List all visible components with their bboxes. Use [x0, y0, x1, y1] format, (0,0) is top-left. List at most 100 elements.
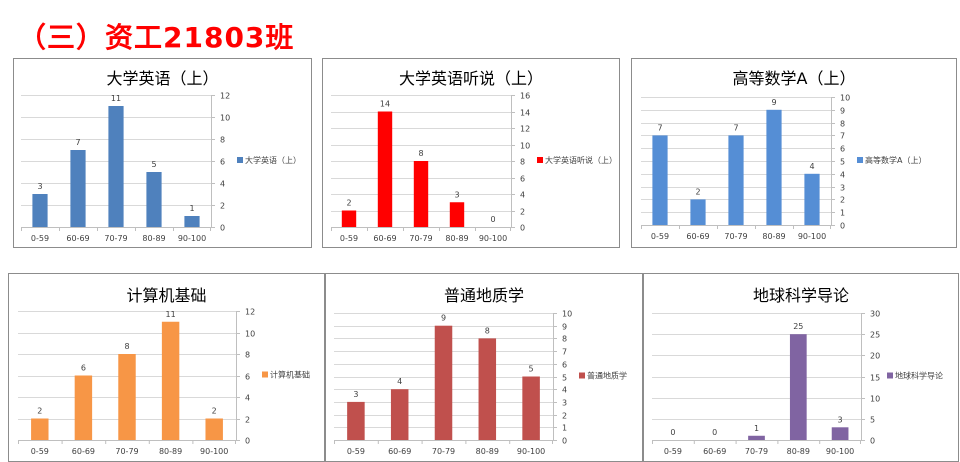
data-label: 7 [75, 138, 80, 147]
data-label: 11 [166, 310, 176, 319]
y-tick-label: 1 [840, 209, 845, 218]
bar [449, 202, 465, 227]
x-tick-label: 90-100 [798, 232, 826, 241]
chart-panel: 高等数学A（上） 0 1 2 3 4 5 6 7 8 9 10 7 0-59 2 60-69 7 70-79 9 80… [631, 58, 957, 248]
x-tick-label: 80-89 [142, 234, 165, 243]
data-label: 6 [81, 364, 86, 373]
y-tick-label: 1 [562, 424, 567, 433]
y-tick-label: 0 [562, 437, 567, 446]
legend-label: 高等数学A（上） [865, 155, 926, 165]
y-tick-label: 2 [220, 202, 225, 211]
bar [748, 435, 765, 440]
chart-panel: 大学英语听说（上） 0 2 4 6 8 10 12 14 16 2 0-59 14 60-69 8 70-79… [322, 58, 620, 248]
y-tick-label: 5 [840, 158, 845, 167]
y-tick-label: 6 [520, 175, 525, 184]
data-label: 14 [380, 100, 390, 109]
data-label: 11 [111, 94, 121, 103]
y-tick-label: 15 [870, 374, 880, 383]
bar [31, 418, 49, 440]
bar [522, 376, 540, 440]
legend-label: 大学英语（上） [245, 155, 301, 165]
data-label: 9 [441, 314, 446, 323]
y-tick-label: 12 [220, 92, 230, 101]
legend-label: 计算机基础 [270, 370, 310, 380]
x-tick-label: 60-69 [703, 447, 726, 456]
y-tick-label: 0 [840, 222, 845, 231]
data-label: 4 [809, 162, 814, 171]
x-tick-label: 90-100 [517, 447, 545, 456]
bar [377, 111, 393, 227]
data-label: 8 [124, 342, 129, 351]
y-tick-label: 7 [840, 132, 845, 141]
data-label: 2 [37, 407, 42, 416]
y-tick-label: 10 [220, 114, 230, 123]
data-label: 8 [485, 326, 490, 335]
y-tick-label: 4 [220, 180, 225, 189]
y-tick-label: 6 [562, 361, 567, 370]
y-tick-label: 0 [870, 437, 875, 446]
y-tick-label: 10 [562, 310, 572, 319]
chart-panel: 地球科学导论 0 5 10 15 20 25 30 0 0-59 0 60-69 1 70-79 25 80-… [643, 273, 959, 462]
y-tick-label: 9 [562, 323, 567, 332]
chart-svg: 0 2 4 6 8 10 12 14 16 2 0-59 14 60-69 8 70-79 3 80-89 0 90… [331, 92, 617, 243]
legend-label: 地球科学导论 [895, 371, 943, 381]
bar [766, 109, 782, 225]
data-label: 2 [212, 407, 217, 416]
y-tick-label: 5 [870, 416, 875, 425]
y-tick-label: 6 [840, 145, 845, 154]
x-tick-label: 80-89 [159, 447, 182, 456]
chart-title: 大学英语听说（上） [398, 69, 543, 88]
chart-panel: 计算机基础 0 2 4 6 8 10 12 2 0-59 6 60-69 8 70-79 11 80-89 2 9… [8, 273, 325, 462]
legend-swatch [857, 157, 863, 163]
x-tick-label: 70-79 [432, 447, 455, 456]
y-tick-label: 4 [562, 386, 567, 395]
chart-svg: 0 2 4 6 8 10 12 3 0-59 7 60-69 11 70-79 5 80-89 1 90-100… [21, 92, 301, 243]
bar [390, 389, 409, 440]
x-tick-label: 60-69 [388, 447, 411, 456]
bar [161, 321, 180, 440]
bar [32, 194, 48, 227]
data-label: 2 [695, 187, 700, 196]
legend-swatch [537, 157, 543, 163]
data-label: 3 [454, 190, 459, 199]
y-tick-label: 12 [245, 308, 255, 317]
legend-label: 大学英语听说（上） [545, 155, 617, 165]
data-label: 0 [490, 215, 495, 224]
bar [789, 334, 807, 440]
y-tick-label: 8 [520, 158, 525, 167]
x-tick-label: 0-59 [31, 234, 49, 243]
y-tick-label: 10 [870, 395, 880, 404]
legend-swatch [579, 372, 585, 379]
data-label: 4 [397, 377, 402, 386]
y-tick-label: 2 [520, 208, 525, 217]
x-tick-label: 0-59 [664, 447, 682, 456]
x-tick-label: 90-100 [200, 447, 228, 456]
y-tick-label: 12 [520, 125, 530, 134]
y-tick-label: 5 [562, 374, 567, 383]
chart-title: 大学英语（上） [106, 69, 219, 88]
x-tick-label: 60-69 [686, 232, 709, 241]
data-label: 9 [771, 98, 776, 107]
legend-swatch [237, 157, 243, 163]
bar [205, 418, 223, 440]
chart-svg: 0 1 2 3 4 5 6 7 8 9 10 3 0-59 4 60-69 9 70-79 8 80-89 5 90-1… [334, 310, 627, 456]
data-label: 0 [670, 428, 675, 437]
chart-title: 地球科学导论 [752, 286, 849, 305]
y-tick-label: 0 [245, 437, 250, 446]
y-tick-label: 3 [840, 184, 845, 193]
x-tick-label: 90-100 [178, 234, 206, 243]
bar [831, 427, 849, 440]
data-label: 7 [733, 123, 738, 132]
data-label: 5 [151, 160, 156, 169]
y-tick-label: 8 [840, 120, 845, 129]
y-tick-label: 7 [562, 348, 567, 357]
legend-label: 普通地质学 [587, 371, 627, 381]
y-tick-label: 10 [520, 142, 530, 151]
y-tick-label: 9 [840, 107, 845, 116]
bar [108, 106, 124, 227]
y-tick-label: 2 [840, 196, 845, 205]
y-tick-label: 0 [520, 224, 525, 233]
bar [341, 210, 357, 227]
y-tick-label: 6 [220, 158, 225, 167]
x-tick-label: 0-59 [340, 234, 358, 243]
